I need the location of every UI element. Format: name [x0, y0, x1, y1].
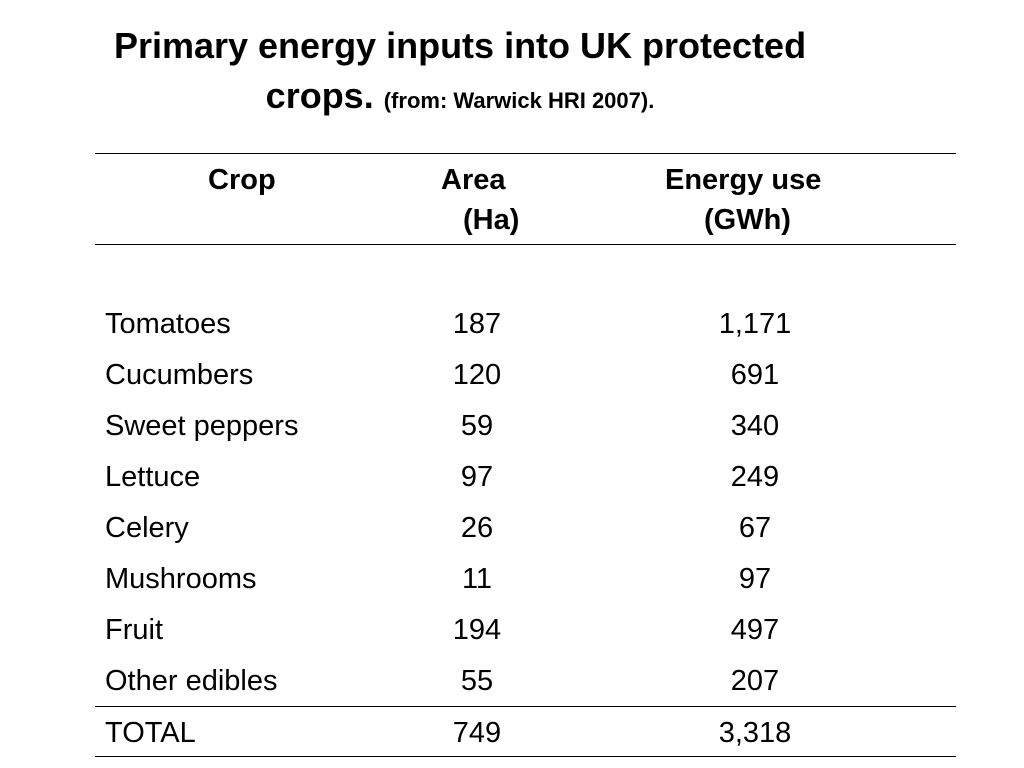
crop-cell: Other edibles [105, 665, 278, 697]
table-row: Lettuce 97 249 [95, 452, 956, 502]
area-cell: 55 [460, 665, 494, 697]
header-area: Area [441, 164, 506, 196]
header-crop: Crop [208, 164, 276, 196]
table-row: Tomatoes 187 1,171 [95, 299, 956, 349]
area-cell: 97 [460, 461, 494, 493]
header-energy-unit: (GWh) [704, 204, 791, 236]
crop-cell: Mushrooms [105, 563, 257, 595]
area-cell: 26 [460, 512, 494, 544]
crop-cell: Fruit [105, 614, 163, 646]
page-title-crops: crops. [265, 75, 374, 116]
crop-cell: Celery [105, 512, 189, 544]
total-label-cell: TOTAL [105, 717, 196, 749]
header-energy-use: Energy use [665, 164, 822, 196]
energy-cell: 1,171 [718, 308, 792, 340]
page-title-line-1: Primary energy inputs into UK protected [113, 25, 807, 66]
crop-cell: Tomatoes [105, 308, 231, 340]
table-row: Sweet peppers 59 340 [95, 401, 956, 451]
table-top-rule [95, 153, 956, 154]
page-title-source: (from: Warwick HRI 2007). [383, 88, 655, 113]
total-energy-cell: 3,318 [718, 717, 792, 749]
area-cell: 194 [452, 614, 502, 646]
table-row: Mushrooms 11 97 [95, 554, 956, 604]
energy-cell: 340 [730, 410, 780, 442]
table-bottom-rule [95, 756, 956, 757]
energy-cell: 691 [730, 359, 780, 391]
table-row: Other edibles 55 207 [95, 656, 956, 706]
table-row: Cucumbers 120 691 [95, 350, 956, 400]
energy-cell: 97 [738, 563, 772, 595]
crop-cell: Cucumbers [105, 359, 254, 391]
area-cell: 120 [452, 359, 502, 391]
table-header-rule [95, 244, 956, 245]
energy-cell: 207 [730, 665, 780, 697]
energy-cell: 249 [730, 461, 780, 493]
area-cell: 59 [460, 410, 494, 442]
table-total-rule [95, 706, 956, 707]
table-total-row: TOTAL 749 3,318 [95, 708, 956, 758]
page-title-line-2: crops. (from: Warwick HRI 2007). [60, 76, 860, 121]
area-cell: 187 [452, 308, 502, 340]
table-row: Fruit 194 497 [95, 605, 956, 655]
header-area-unit: (Ha) [463, 204, 520, 236]
energy-cell: 497 [730, 614, 780, 646]
total-area-cell: 749 [452, 717, 502, 749]
energy-cell: 67 [738, 512, 772, 544]
crop-cell: Lettuce [105, 461, 201, 493]
area-cell: 11 [461, 563, 493, 595]
table-row: Celery 26 67 [95, 503, 956, 553]
crop-cell: Sweet peppers [105, 410, 299, 442]
